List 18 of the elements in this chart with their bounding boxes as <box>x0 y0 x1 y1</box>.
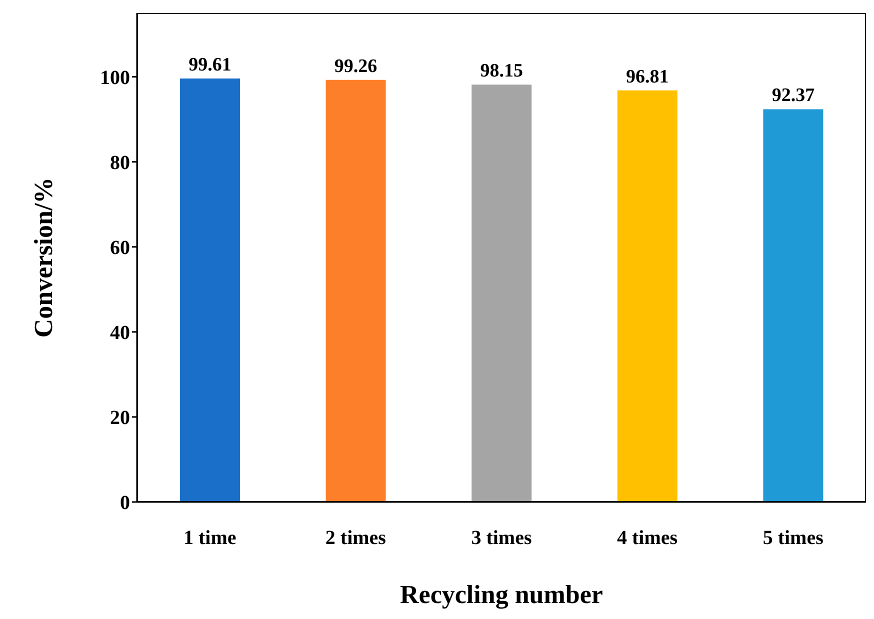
data-label: 99.61 <box>188 54 232 76</box>
y-tick-label: 0 <box>120 492 130 514</box>
data-label: 96.81 <box>626 66 669 88</box>
y-tick-label: 20 <box>110 407 130 430</box>
y-tick-label: 80 <box>110 152 130 174</box>
y-tick-label: 100 <box>100 66 130 89</box>
x-tick-label: 5 times <box>762 527 824 550</box>
x-tick-label: 1 time <box>184 527 236 550</box>
y-tick-label: 40 <box>110 322 130 344</box>
y-axis-title: Conversion/% <box>29 177 58 338</box>
y-tick-label: 60 <box>110 236 130 259</box>
x-axis-title: Recycling number <box>400 580 603 609</box>
x-tick-label: 3 times <box>471 527 532 550</box>
x-tick-label: 2 times <box>325 527 386 550</box>
data-label: 92.37 <box>772 85 816 106</box>
data-label: 99.26 <box>334 56 378 77</box>
x-tick-label: 4 times <box>617 527 678 550</box>
data-label: 98.15 <box>480 60 523 82</box>
